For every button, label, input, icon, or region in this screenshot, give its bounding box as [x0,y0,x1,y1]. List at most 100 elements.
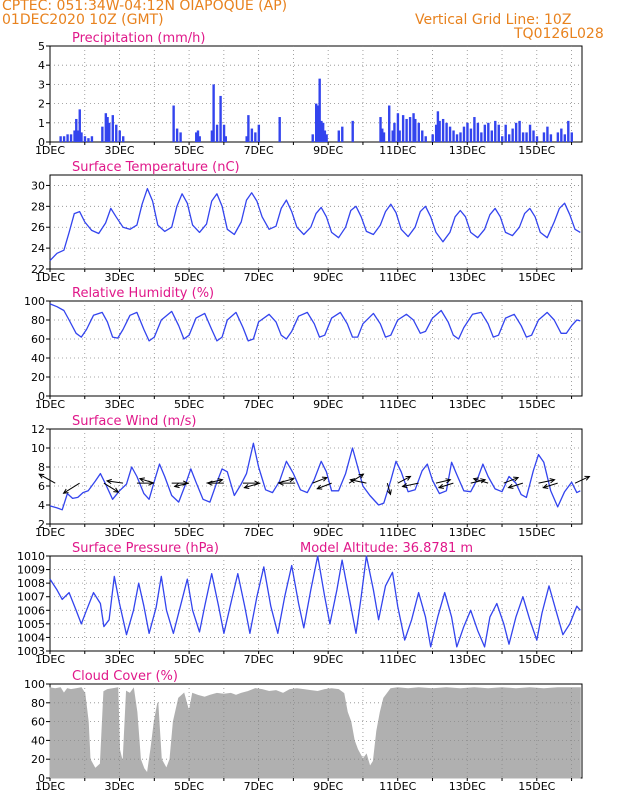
precip-bar [532,130,535,142]
x-tick-label: 9DEC [313,780,343,793]
precip-bar [175,128,179,142]
panel-cloud: 0 20 40 60 80 100 1DEC 3DEC 5DEC 7DEC 9DEC 11DEC 13D… [24,669,583,793]
y-tick-label: 1003 [17,645,45,658]
x-tick-label: 1DEC [35,780,65,793]
plot-frame [49,555,583,652]
precip-bar [247,115,250,142]
precip-bar [111,115,114,142]
y-tick-label: 28 [31,200,45,213]
precip-bar [455,134,459,142]
precip-bar [104,113,108,142]
x-tick-label: 5DEC [174,144,204,157]
x-tick-label: 3DEC [104,653,134,666]
wind-series-line [49,442,581,511]
precip-bar [507,134,511,142]
x-tick-label: 11DEC [379,526,416,539]
wind-arrow [312,477,328,484]
x-tick-label: 15DEC [518,653,555,666]
wind-arrow [473,478,489,484]
plot-frame [49,174,583,270]
precip-bar [80,132,83,142]
x-tick-label: 13DEC [449,271,486,284]
panel-title: Surface Pressure (hPa) [72,541,219,556]
wind-arrow [317,482,332,490]
precip-bar [179,132,182,142]
y-tick-label: 60 [31,333,45,346]
x-tick-label: 9DEC [313,144,343,157]
precip-bar [66,134,69,142]
precip-bar [525,132,528,142]
precip-bar [473,117,476,142]
y-tick-label: 5 [38,40,45,53]
x-tick-label: 5DEC [174,398,204,411]
precip-bar [511,128,514,142]
wind-arrow [508,482,524,489]
wind-arrow-head [38,473,45,479]
y-tick-label: 1004 [17,631,45,644]
y-tick-label: 100 [24,678,45,691]
wind-arrow-head [173,482,180,489]
precip-bar [556,132,560,142]
x-tick-label: 15DEC [518,780,555,793]
precip-bar [172,105,175,142]
wind-arrow-head [507,483,514,489]
panel-rh: 0 20 40 60 80 100 1DEC 3DEC 5DEC 7DEC 9DEC 11DEC 13D… [24,286,583,411]
precip-bar [245,136,248,142]
x-tick-label: 15DEC [518,144,555,157]
x-tick-label: 1DEC [35,144,65,157]
precip-bar [434,124,438,142]
run-date: 01DEC2020 10Z (GMT) [2,12,164,28]
x-tick-label: 13DEC [449,526,486,539]
precip-bar [101,126,104,142]
precip-bar [106,117,109,142]
precip-bar [321,122,325,142]
precip-bar [521,132,525,142]
wind-arrow-head [584,475,591,481]
x-tick-label: 1DEC [35,398,65,411]
panel-wind: 2 4 6 8 10 12 1DEC 3DEC 5DEC 7DEC 9DEC 11DEC 13DEC 15… [31,414,591,539]
precip-bar [76,130,80,142]
precip-bar [196,130,200,142]
y-tick-label: 3 [38,78,45,91]
precip-bar [323,130,327,142]
x-tick-label: 1DEC [35,526,65,539]
precip-bar [381,128,384,142]
x-tick-label: 7DEC [244,271,274,284]
wind-arrow [350,479,367,484]
x-tick-label: 7DEC [244,780,274,793]
panel-title: Precipitation (mm/h) [72,31,205,46]
precip-bar [497,124,500,142]
y-tick-label: 1010 [17,550,45,563]
precip-bar [459,132,462,142]
wind-arrow [103,482,119,493]
precip-bar [195,132,198,142]
wind-arrow-head [316,484,323,490]
y-tick-label: 0 [38,390,45,403]
panel-title: Cloud Cover (%) [72,669,178,684]
wind-arrow-head [472,477,479,483]
precip-bar [62,136,66,142]
wind-arrow [244,482,261,489]
x-tick-label: 3DEC [104,526,134,539]
precip-bar [118,130,121,142]
wind-arrow-head [206,480,213,486]
precip-bar [122,136,125,142]
precip-bar [75,118,78,142]
x-tick-label: 11DEC [379,144,416,157]
wind-arrow [174,482,190,487]
x-tick-label: 5DEC [174,653,204,666]
panel-title: Relative Humidity (%) [72,286,214,301]
precip-bar [417,122,420,142]
precip-bar [518,120,521,142]
precip-bar [466,122,469,142]
wind-arrow [438,482,454,489]
precip-bar [90,136,94,142]
precip-bar [108,122,111,142]
wind-arrow [397,475,411,484]
precip-bar [514,122,518,142]
wind-arrow-head [437,483,444,489]
precip-bar [570,132,573,142]
wind-arrow [543,482,558,489]
